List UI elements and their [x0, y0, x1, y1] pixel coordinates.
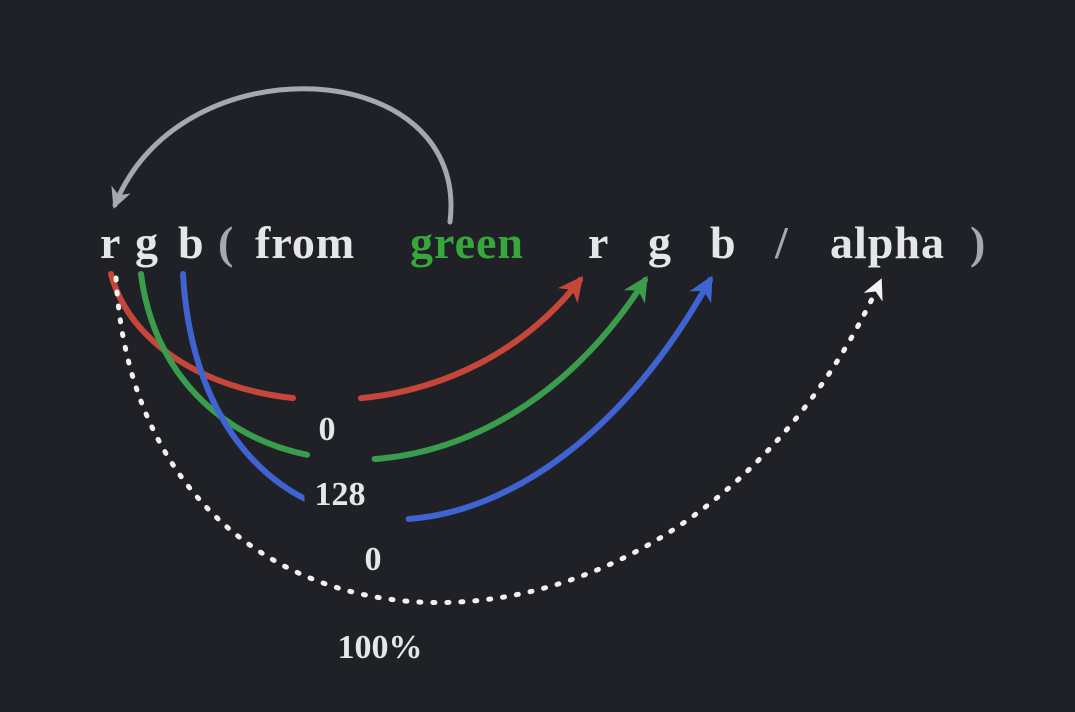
- token-slash: /: [774, 217, 789, 268]
- token-b1: b: [178, 217, 205, 268]
- token-b2: b: [710, 217, 737, 268]
- background: [0, 0, 1075, 712]
- arc-label-text-alpha: 100%: [338, 629, 423, 666]
- token-alpha: alpha: [830, 217, 945, 268]
- arc-label-alpha: 100%: [328, 623, 433, 672]
- arc-label-b: 0: [355, 535, 392, 584]
- arc-label-r: 0: [309, 405, 346, 454]
- token-r1: r: [100, 217, 121, 268]
- token-rpar: ): [970, 217, 986, 268]
- arc-label-text-r: 0: [319, 411, 336, 448]
- arc-label-g: 128: [305, 470, 376, 519]
- token-from: from: [255, 217, 355, 268]
- token-r2: r: [588, 217, 609, 268]
- token-g1: g: [135, 217, 159, 268]
- token-lpar: (: [218, 217, 234, 268]
- token-g2: g: [648, 217, 672, 268]
- token-green: green: [410, 217, 524, 268]
- arc-label-text-g: 128: [315, 476, 366, 513]
- arc-label-text-b: 0: [365, 541, 382, 578]
